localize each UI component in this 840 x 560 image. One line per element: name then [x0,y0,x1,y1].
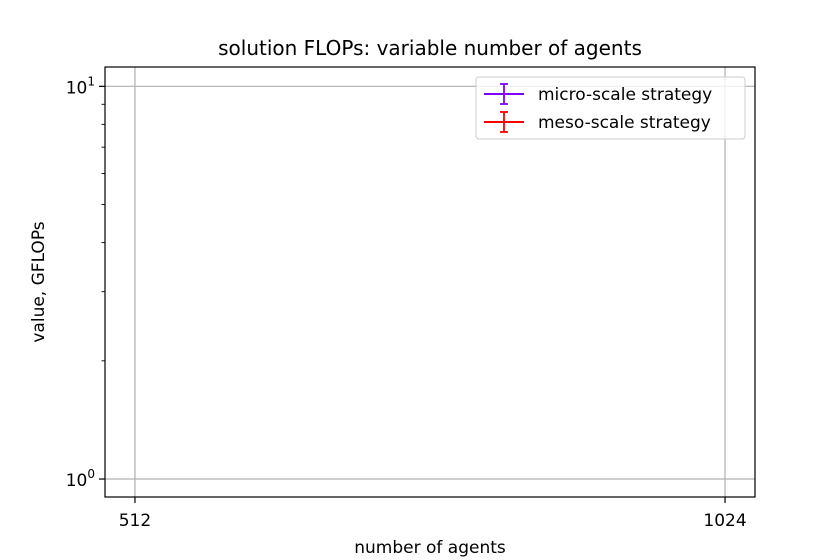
legend: micro-scale strategy meso-scale strategy [475,76,746,140]
axis-ticks: 512 1024 100 101 [66,74,747,531]
plot-area-frame [104,66,756,498]
x-axis-label: number of agents [354,538,506,558]
y-tick-label: 101 [66,74,95,98]
legend-box [475,76,746,140]
legend-label: micro-scale strategy [538,85,712,105]
x-tick-label: 1024 [703,511,746,531]
y-tick-label: 100 [66,467,95,491]
legend-entry: meso-scale strategy [484,111,711,133]
legend-label: meso-scale strategy [538,113,711,133]
chart-title: solution FLOPs: variable number of agent… [218,36,642,60]
legend-entry: micro-scale strategy [484,83,712,105]
x-tick-label: 512 [119,511,151,531]
y-axis-label: value, GFLOPs [29,221,49,342]
